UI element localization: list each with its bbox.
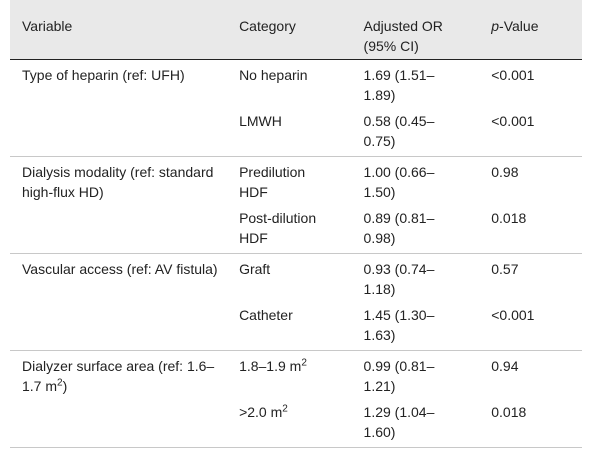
or-cell: 1.00 (0.66–1.50)	[355, 156, 484, 205]
variable-cell: Type of heparin (ref: UFH)	[10, 60, 231, 109]
variable-cell	[10, 205, 231, 254]
category-cell: LMWH	[231, 108, 355, 157]
header-cell: Variable	[10, 0, 232, 60]
text: Dialysis modality (ref: standard high-fl…	[22, 164, 214, 200]
p-value-cell: <0.001	[491, 67, 535, 83]
p-value-cell: 0.57	[483, 253, 582, 302]
text: LMWH	[239, 113, 282, 129]
text: )	[62, 378, 68, 394]
p-value-cell: 0.018	[491, 404, 527, 420]
variable-cell	[10, 399, 231, 448]
p-value-cell: 0.98	[483, 156, 582, 205]
header-cell: Adjusted OR (95% CI)	[355, 0, 484, 60]
variable-cell	[10, 302, 231, 351]
table-body: Type of heparin (ref: UFH) No heparin 1.69…	[10, 60, 582, 448]
superscript: 2	[301, 357, 307, 369]
text: Graft	[239, 261, 271, 277]
table-header: Variable Category Adjusted OR (95% CI) p-Va…	[10, 0, 582, 60]
text: Dialyzer surface area (ref: 1.6–1.7 m	[22, 358, 215, 394]
header-row: Variable Category Adjusted OR (95% CI) p-Va…	[10, 0, 582, 60]
p-value-cell: 0.018	[491, 210, 527, 226]
variable-cell	[10, 108, 231, 157]
table-row: Vascular access (ref: AV fistula) Graft 0.…	[10, 253, 582, 302]
table-row: Catheter 1.45 (1.30–1.63) <0.001	[10, 302, 582, 351]
superscript: 2	[282, 403, 288, 415]
category-cell: 1.8–1.9 m2	[231, 350, 356, 399]
table-row: Dialyzer surface area (ref: 1.6–1.7 m2) 1…	[10, 350, 582, 399]
table-row: Post-dilution HDF 0.89 (0.81–0.98) 0.018	[10, 205, 582, 254]
results-table: Variable Category Adjusted OR (95% CI) p-Va…	[10, 0, 582, 448]
text: Post-dilution HDF	[239, 210, 317, 246]
superscript: 2	[57, 377, 63, 389]
category-cell: >2.0 m2	[231, 399, 355, 448]
table-row: Type of heparin (ref: UFH) No heparin 1.69…	[10, 60, 582, 109]
or-cell: 0.89 (0.81–0.98)	[363, 210, 435, 246]
text: 1.8–1.9 m	[239, 358, 302, 374]
category-cell: Post-dilution HDF	[231, 205, 355, 254]
variable-cell: Dialysis modality (ref: standard high-fl…	[10, 156, 232, 205]
category-cell: Catheter	[231, 302, 355, 351]
text: No heparin	[239, 67, 308, 83]
text: Type of heparin (ref: UFH)	[22, 67, 185, 83]
category-cell: Predilution HDF	[231, 156, 356, 205]
text: Vascular access (ref: AV fistula)	[22, 261, 218, 277]
header-cell: p-Value	[483, 0, 582, 60]
table-row: >2.0 m2 1.29 (1.04–1.60) 0.018	[10, 399, 582, 448]
or-cell: 1.45 (1.30–1.63)	[363, 307, 435, 343]
text: Catheter	[239, 307, 293, 323]
category-cell: No heparin	[231, 60, 355, 109]
category-cell: Graft	[231, 253, 356, 302]
or-cell: 0.93 (0.74–1.18)	[355, 253, 484, 302]
text: Predilution HDF	[239, 164, 306, 200]
text: >2.0 m	[239, 404, 283, 420]
variable-cell: Dialyzer surface area (ref: 1.6–1.7 m2)	[10, 350, 232, 399]
p-value-cell: <0.001	[491, 307, 535, 323]
p-value-cell: <0.001	[491, 113, 535, 129]
table-row: Dialysis modality (ref: standard high-fl…	[10, 156, 582, 205]
table-row: LMWH 0.58 (0.45–0.75) <0.001	[10, 108, 582, 157]
header-cell: Category	[231, 0, 356, 60]
text: -Value	[499, 18, 539, 34]
or-cell: 0.58 (0.45–0.75)	[363, 113, 435, 149]
p-value-cell: 0.94	[483, 350, 582, 399]
or-cell: 1.69 (1.51–1.89)	[363, 67, 435, 103]
or-cell: 1.29 (1.04–1.60)	[363, 404, 435, 440]
italic-text: p	[491, 18, 500, 34]
variable-cell: Vascular access (ref: AV fistula)	[10, 253, 232, 302]
or-cell: 0.99 (0.81–1.21)	[355, 350, 484, 399]
